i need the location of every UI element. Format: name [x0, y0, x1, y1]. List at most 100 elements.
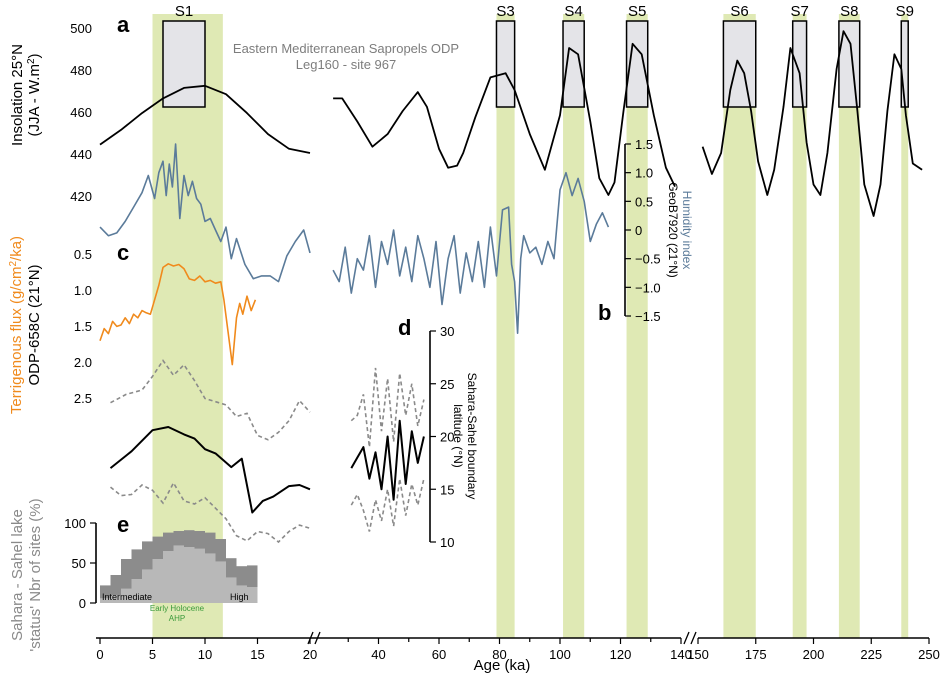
sapropel-bands: [152, 14, 909, 638]
flux-ylabel-orange: Terrigenous flux (g/cm2/ka): [8, 236, 25, 414]
x-axis-tick-label: 15: [250, 647, 264, 662]
x-axis-tick-label: 40: [371, 647, 385, 662]
x-axis-break-mark: [690, 631, 697, 645]
sapropel-box-s8: [838, 20, 861, 108]
panel-letter-a: a: [117, 12, 130, 37]
x-axis-tick-label: 10: [198, 647, 212, 662]
sapropel-box-s9: [900, 20, 909, 108]
lake-bar-high: [142, 569, 153, 603]
lake-bar-high: [226, 577, 237, 603]
x-axis-tick-label: 60: [432, 647, 446, 662]
lake-bar-total: [236, 566, 247, 603]
x-axis-tick-label: 140: [670, 647, 692, 662]
sapropel-band-s5: [626, 14, 648, 638]
x-axis-break-mark: [314, 631, 321, 645]
latitude-axis-tick-label: 30: [440, 324, 454, 339]
insolation-tick-label: 420: [70, 189, 92, 204]
lake-bar-high: [247, 587, 258, 603]
humidity-ylabel-line1: Humidity index: [680, 191, 694, 270]
humidity-ylabel-line2: GeoB7920 (21°N): [666, 182, 680, 278]
insolation-ylabel-end: ): [26, 53, 43, 58]
sapropel-label-s4: S4: [564, 3, 582, 20]
flux-ylabel: Terrigenous flux (g/cm2/ka) ODP-658C (21…: [8, 236, 43, 414]
latitude-mean-line: [350, 419, 425, 501]
sapropel-label-s9: S9: [896, 3, 914, 20]
latitude-mean-line: [109, 426, 311, 514]
sapropel-band-s8: [838, 14, 860, 638]
insolation-tick-label: 460: [70, 105, 92, 120]
insolation-line: [333, 42, 676, 196]
x-axis-tick-label: 100: [549, 647, 571, 662]
terrigenous-flux-line: [99, 262, 257, 366]
lake-bar-high: [205, 553, 216, 603]
latitude-bound-line: [109, 481, 311, 544]
panel-letter-d: d: [398, 315, 411, 340]
axes: 5004804604404200.51.01.52.02.51.51.00.50…: [64, 21, 940, 662]
humidity-axis-tick-label: −1.5: [635, 309, 661, 324]
panel-letter-b: b: [598, 300, 611, 325]
early-holocene-line1: Early Holocene: [150, 604, 205, 613]
humidity-axis-tick-label: 0.5: [635, 194, 653, 209]
sapropel-band-s6: [723, 14, 756, 638]
sapropel-label-s8: S8: [840, 3, 858, 20]
x-axis-break-mark: [307, 631, 314, 645]
lake-bar-high: [131, 579, 142, 603]
latitude-bound-line: [110, 359, 311, 441]
flux-ylabel-black: ODP-658C (21°N): [26, 264, 43, 385]
sapropel-box-s4: [562, 20, 585, 108]
lake-axis-tick-label: 50: [72, 556, 86, 571]
x-axis-tick-label: 250: [918, 647, 940, 662]
insolation-ylabel: Insolation 25°N (JJA - W.m2): [9, 44, 43, 146]
flux-ylabel-sup: 2: [8, 261, 19, 267]
sapropel-band-s7: [792, 14, 807, 638]
latitude-axis-tick-label: 10: [440, 535, 454, 550]
humidity-line: [99, 143, 311, 283]
lake-label-high: High: [230, 592, 249, 602]
sapropel-label-s3: S3: [496, 3, 514, 20]
insolation-tick-label: 440: [70, 147, 92, 162]
insolation-ylabel-main: (JJA - W.m: [26, 64, 43, 137]
early-holocene-line2: AHP: [169, 614, 185, 623]
latitude-axis-tick-label: 20: [440, 430, 454, 445]
x-axis-break-mark: [683, 631, 690, 645]
sapropel-band-s3: [496, 14, 515, 638]
latitude-ylabel-line1: Sahara-Sahel boundary: [465, 373, 479, 500]
lake-label-intermediate: Intermediate: [102, 592, 152, 602]
sapropel-label-s7: S7: [790, 3, 808, 20]
lake-bar-total: [247, 565, 258, 603]
x-axis-tick-label: 120: [610, 647, 632, 662]
humidity-axis-tick-label: −1.0: [635, 280, 661, 295]
panel-letter-e: e: [117, 512, 129, 537]
x-axis-tick-label: 20: [303, 647, 317, 662]
lake-bar-high: [215, 561, 226, 603]
x-axis-tick-label: 150: [687, 647, 709, 662]
lake-bar-high: [121, 588, 132, 603]
latitude-bound-line: [350, 478, 425, 532]
x-axis-tick-label: 0: [96, 647, 103, 662]
lake-axis-tick-label: 0: [79, 596, 86, 611]
x-axis-tick-label: 175: [745, 647, 767, 662]
x-axis-tick-label: 5: [149, 647, 156, 662]
lake-bar-total: [131, 549, 142, 603]
insolation-ylabel-sup: 2: [26, 58, 37, 64]
flux-tick-label: 2.0: [74, 355, 92, 370]
x-axis-tick-label: 225: [860, 647, 882, 662]
lake-ylabel-line2: 'status' Nbr of sites (%): [27, 498, 44, 651]
panel-letter-c: c: [117, 240, 129, 265]
sapropel-box-s7: [791, 20, 808, 108]
flux-tick-label: 2.5: [74, 391, 92, 406]
insolation-ylabel-line1: Insolation 25°N: [9, 44, 26, 146]
humidity-axis-tick-label: −0.5: [635, 252, 661, 267]
sapropel-band-s4: [563, 14, 585, 638]
sapropel-band-s9: [901, 14, 909, 638]
insolation-ylabel-line2: (JJA - W.m2): [26, 53, 43, 136]
lake-bar-total: [110, 575, 121, 603]
latitude-axis-tick-label: 25: [440, 377, 454, 392]
lake-bar-high: [100, 598, 111, 603]
lake-bar-high: [184, 547, 195, 603]
humidity-axis-tick-label: 0: [635, 223, 642, 238]
sapropel-box-s5: [625, 20, 649, 108]
latitude-ylabel: Sahara-Sahel boundary latitude (°N): [451, 373, 479, 500]
flux-tick-label: 1.0: [74, 283, 92, 298]
